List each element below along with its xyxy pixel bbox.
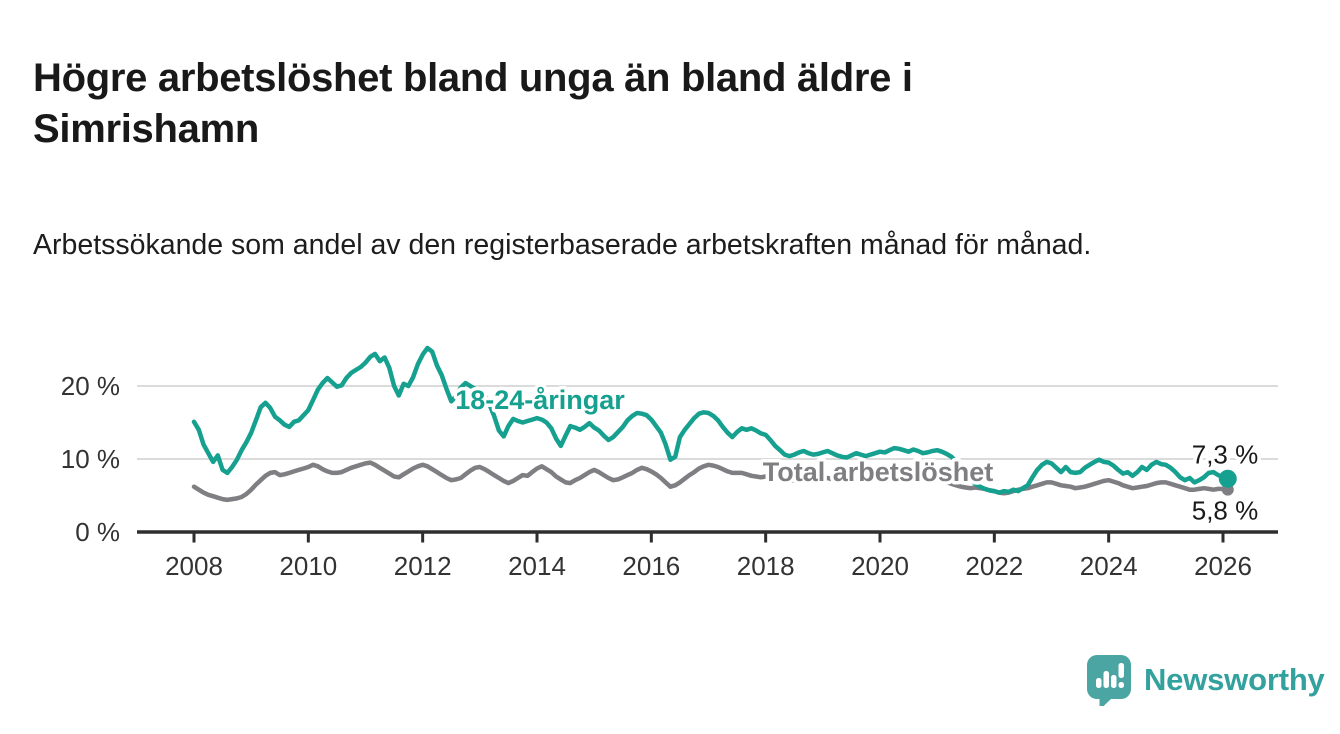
series-labels: 18-24-åringar Total arbetslöshet	[452, 382, 997, 491]
x-tick-label: 2022	[965, 551, 1023, 581]
y-tick-label: 20 %	[61, 371, 120, 401]
y-tick-label: 0 %	[75, 517, 120, 547]
x-tick-label: 2010	[279, 551, 337, 581]
gridlines	[137, 385, 1278, 460]
x-tick-label: 2020	[851, 551, 909, 581]
x-tick-label: 2024	[1080, 551, 1138, 581]
end-label-total: 5,8 %	[1192, 496, 1259, 526]
x-tick-label: 2018	[737, 551, 795, 581]
series-lines	[191, 345, 1231, 503]
end-label-youth: 7,3 %	[1192, 440, 1259, 470]
series-end-labels: 7,3 % 5,8 %	[1188, 436, 1262, 529]
x-tick-label: 2012	[394, 551, 452, 581]
newsworthy-logo: Newsworthy	[1086, 654, 1325, 706]
series-end-dots	[1218, 469, 1237, 496]
x-tick-label: 2026	[1194, 551, 1252, 581]
series-label-youth: 18-24-åringar	[455, 385, 625, 415]
chart-subtitle: Arbetssökande som andel av den registerb…	[33, 228, 1092, 261]
x-tick-label: 2016	[622, 551, 680, 581]
page-title: Högre arbetslöshet bland unga än bland ä…	[33, 55, 913, 151]
x-axis: 2008 2010 2012 2014 2016 2018 2020 2022 2024 2026	[137, 530, 1278, 581]
y-tick-label: 10 %	[61, 444, 120, 474]
x-tick-label: 2014	[508, 551, 566, 581]
bar-chart-speech-bubble-icon	[1087, 655, 1131, 706]
series-line-total	[191, 460, 1231, 503]
series-line-youth	[191, 345, 1231, 495]
newsworthy-logo-text: Newsworthy	[1144, 662, 1325, 697]
series-end-dot-youth	[1218, 469, 1237, 488]
x-tick-label: 2008	[165, 551, 223, 581]
y-axis-labels: 0 % 10 % 20 %	[61, 371, 120, 547]
series-label-total: Total arbetslöshet	[763, 457, 994, 487]
